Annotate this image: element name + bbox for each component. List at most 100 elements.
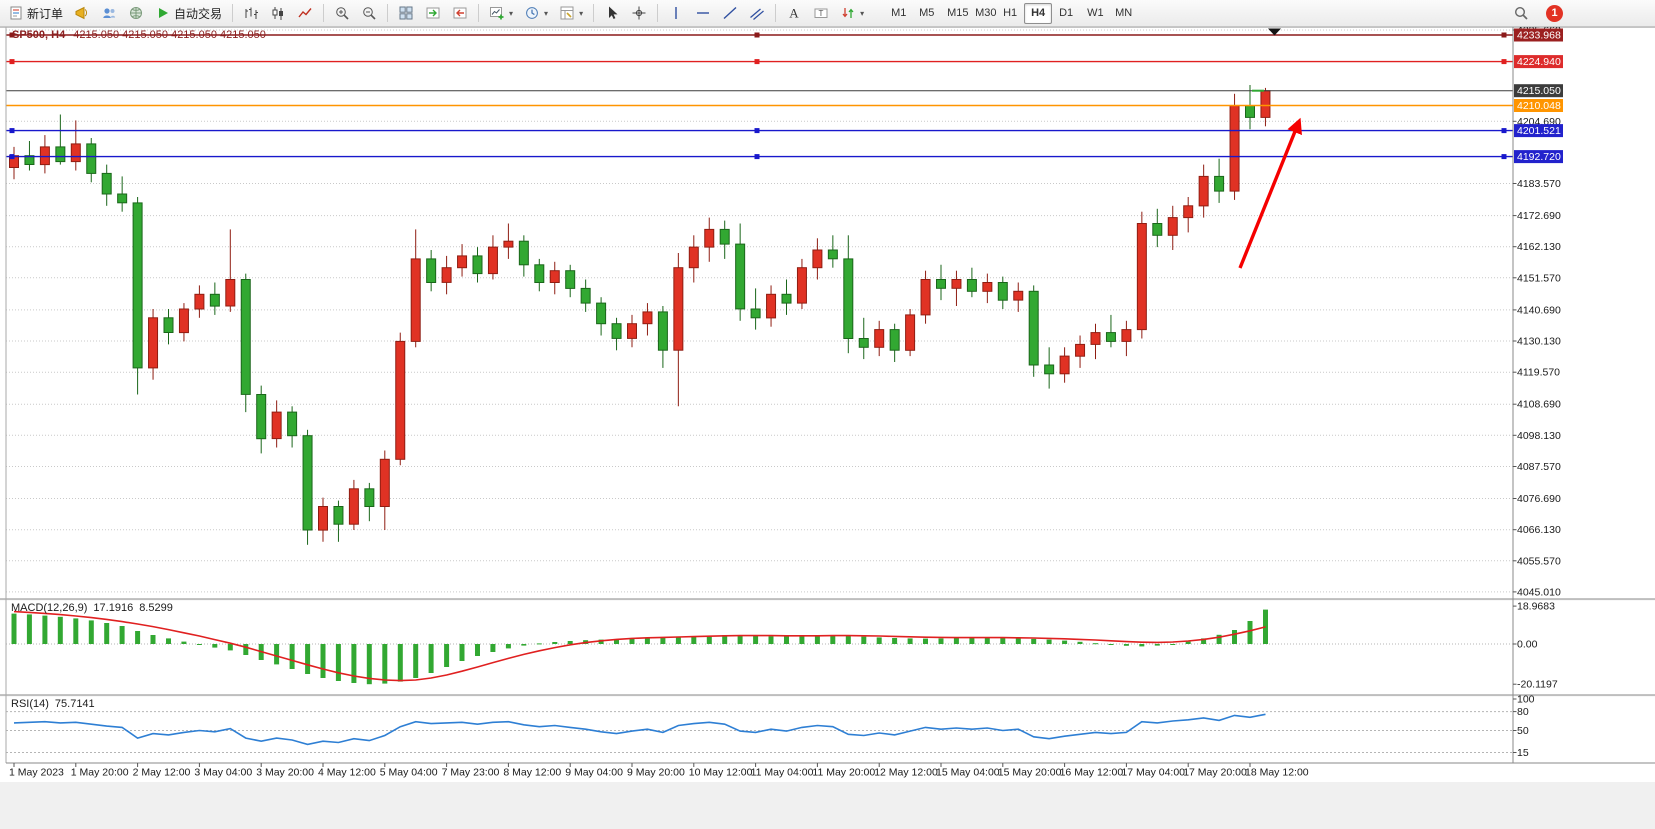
- templates-dropdown[interactable]: ▾: [554, 2, 588, 24]
- community-button[interactable]: [96, 2, 122, 24]
- zoom-out-icon: [361, 5, 377, 21]
- line-chart-button[interactable]: [292, 2, 318, 24]
- chart-shift-button[interactable]: [447, 2, 473, 24]
- svg-text:1 May 2023: 1 May 2023: [9, 767, 64, 779]
- notification-badge[interactable]: 1: [1546, 4, 1563, 22]
- zoom-in-button[interactable]: [329, 2, 355, 24]
- chart-shift-icon: [452, 5, 468, 21]
- macd-main-value: 17.1916: [93, 602, 134, 614]
- svg-text:10 May 12:00: 10 May 12:00: [689, 767, 753, 779]
- new-chart-dropdown[interactable]: ▾: [484, 2, 518, 24]
- svg-text:4162.130: 4162.130: [1517, 241, 1561, 253]
- zoom-out-button[interactable]: [356, 2, 382, 24]
- cursor-button[interactable]: [599, 2, 625, 24]
- level-lines[interactable]: [6, 32, 1513, 160]
- tab-d1[interactable]: D1: [1052, 3, 1080, 24]
- svg-text:17 May 20:00: 17 May 20:00: [1183, 767, 1247, 779]
- tab-m1[interactable]: M1: [884, 3, 912, 24]
- price-axis[interactable]: 4235.6604204.6904183.5704172.6904162.130…: [1513, 26, 1563, 598]
- toolbar-separator: [775, 4, 777, 22]
- search-button[interactable]: [1508, 2, 1534, 24]
- tab-m5[interactable]: M5: [912, 3, 940, 24]
- price-chart[interactable]: 4235.6604204.6904183.5704172.6904162.130…: [0, 26, 1655, 782]
- svg-text:100: 100: [1517, 694, 1535, 706]
- svg-text:12 May 12:00: 12 May 12:00: [874, 767, 938, 779]
- cursor-icon: [604, 5, 620, 21]
- tab-m15[interactable]: M15: [940, 3, 968, 24]
- tile-windows-icon: [398, 5, 414, 21]
- svg-text:9 May 20:00: 9 May 20:00: [627, 767, 685, 779]
- macd-signal-value: 8.5299: [139, 602, 173, 614]
- svg-text:15 May 20:00: 15 May 20:00: [998, 767, 1062, 779]
- rsi-panel: [6, 711, 1513, 753]
- macd-panel: [6, 609, 1513, 685]
- svg-text:11 May 04:00: 11 May 04:00: [751, 767, 814, 779]
- horizontal-line-button[interactable]: [690, 2, 716, 24]
- toolbar: 新订单 自动交易: [0, 0, 1655, 27]
- signals-button[interactable]: [69, 2, 95, 24]
- svg-text:3 May 04:00: 3 May 04:00: [194, 767, 252, 779]
- caret-down-icon: ▾: [509, 8, 514, 18]
- svg-text:2 May 12:00: 2 May 12:00: [133, 767, 191, 779]
- candlestick-chart-button[interactable]: [265, 2, 291, 24]
- svg-text:18 May 12:00: 18 May 12:00: [1245, 767, 1309, 779]
- channel-button[interactable]: [744, 2, 770, 24]
- svg-text:4055.570: 4055.570: [1517, 555, 1561, 567]
- svg-text:4076.690: 4076.690: [1517, 493, 1561, 505]
- bar-chart-button[interactable]: [238, 2, 264, 24]
- megaphone-icon: [74, 5, 90, 21]
- svg-text:4224.940: 4224.940: [1517, 56, 1561, 68]
- autotrading-button[interactable]: 自动交易: [150, 2, 227, 24]
- svg-text:15: 15: [1517, 747, 1529, 759]
- trendline-icon: [722, 5, 738, 21]
- svg-text:3 May 20:00: 3 May 20:00: [256, 767, 314, 779]
- text-label-button[interactable]: T: [808, 2, 834, 24]
- svg-text:80: 80: [1517, 706, 1529, 718]
- new-order-label: 新订单: [27, 6, 64, 21]
- new-chart-icon: [489, 5, 505, 21]
- tab-m30[interactable]: M30: [968, 3, 996, 24]
- tab-w1[interactable]: W1: [1080, 3, 1108, 24]
- tab-h1[interactable]: H1: [996, 3, 1024, 24]
- svg-text:4098.130: 4098.130: [1517, 430, 1561, 442]
- svg-text:4215.050: 4215.050: [1517, 85, 1561, 97]
- trendline-button[interactable]: [717, 2, 743, 24]
- vertical-line-button[interactable]: [663, 2, 689, 24]
- arrows-icon: [840, 5, 856, 21]
- time-axis[interactable]: 1 May 2023 1 May 20:00 2 May 12:00 3 May 04…: [9, 763, 1309, 779]
- marker-triangle[interactable]: [1268, 28, 1281, 36]
- chart-symbol-timeframe: SP500, H4: [12, 29, 66, 41]
- svg-text:4140.690: 4140.690: [1517, 304, 1561, 316]
- timeframe-toolbar: M1 M5 M15 M30 H1 H4 D1 W1 MN: [884, 2, 1136, 24]
- toolbar-separator: [387, 4, 389, 22]
- periods-dropdown[interactable]: ▾: [519, 2, 553, 24]
- svg-text:4183.570: 4183.570: [1517, 178, 1561, 190]
- text-a-icon: A: [786, 5, 802, 21]
- svg-text:4045.010: 4045.010: [1517, 586, 1561, 598]
- svg-text:4087.570: 4087.570: [1517, 461, 1561, 473]
- new-order-button[interactable]: 新订单: [3, 2, 68, 24]
- svg-text:4233.968: 4233.968: [1517, 30, 1561, 42]
- autotrading-label: 自动交易: [174, 6, 223, 21]
- clock-icon: [524, 5, 540, 21]
- toolbar-separator: [657, 4, 659, 22]
- svg-text:5 May 04:00: 5 May 04:00: [380, 767, 438, 779]
- svg-text:1 May 20:00: 1 May 20:00: [71, 767, 129, 779]
- tab-mn[interactable]: MN: [1108, 3, 1136, 24]
- svg-text:4192.720: 4192.720: [1517, 151, 1561, 163]
- svg-text:7 May 23:00: 7 May 23:00: [442, 767, 500, 779]
- crosshair-button[interactable]: [626, 2, 652, 24]
- toolbar-separator: [593, 4, 595, 22]
- tile-windows-button[interactable]: [393, 2, 419, 24]
- autoscroll-button[interactable]: [420, 2, 446, 24]
- trend-arrow[interactable]: [1238, 117, 1302, 269]
- macd-name: MACD(12,26,9): [11, 602, 88, 614]
- market-button[interactable]: [123, 2, 149, 24]
- shapes-dropdown[interactable]: ▾: [835, 2, 869, 24]
- text-button[interactable]: A: [781, 2, 807, 24]
- rsi-value: 75.7141: [54, 698, 95, 710]
- chart-ohlc: 4215.050 4215.050 4215.050 4215.050: [73, 29, 266, 41]
- caret-down-icon: ▾: [544, 8, 549, 18]
- tab-h4[interactable]: H4: [1024, 2, 1053, 24]
